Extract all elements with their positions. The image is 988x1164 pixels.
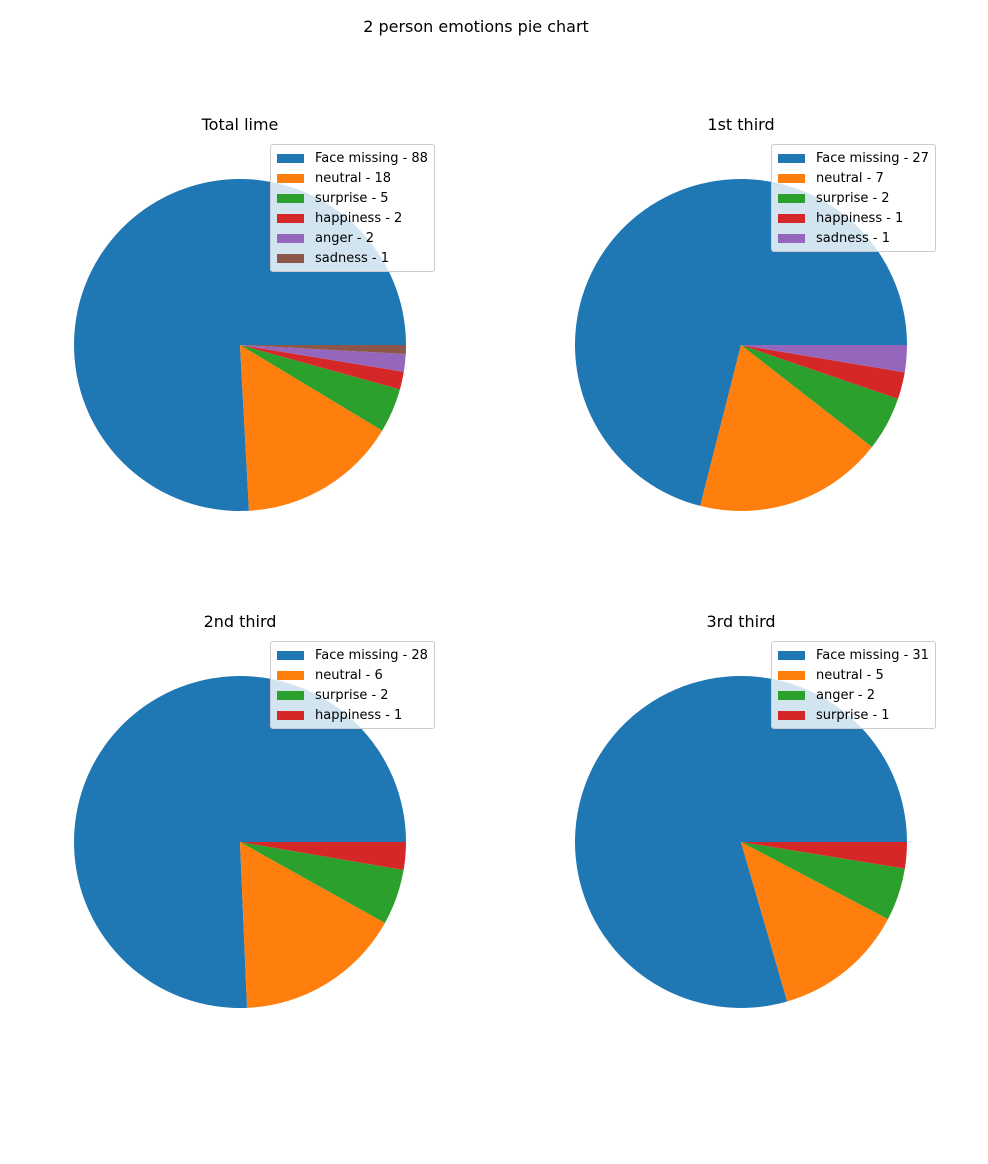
pie-slice-neutral bbox=[240, 345, 383, 511]
legend-item: Face missing - 27 bbox=[778, 148, 929, 168]
legend-swatch bbox=[778, 233, 805, 243]
pie-slice-surprise bbox=[741, 345, 899, 447]
pie-slice-anger bbox=[240, 345, 406, 372]
pie-chart bbox=[574, 676, 907, 1008]
legend-swatch bbox=[778, 710, 805, 720]
legend-swatch bbox=[277, 670, 304, 680]
legend-swatch bbox=[277, 193, 304, 203]
legend-item: sadness - 1 bbox=[778, 228, 929, 248]
legend-swatch bbox=[277, 153, 304, 163]
pie-slice-face-missing bbox=[73, 676, 406, 1008]
pie-slice-sadness bbox=[240, 345, 406, 354]
pie-chart bbox=[575, 178, 907, 511]
legend-label: neutral - 18 bbox=[315, 170, 391, 186]
legend-label: happiness - 1 bbox=[816, 210, 904, 226]
pie-panel-third-third: 3rd third Face missing - 31 neutral - 5 an… bbox=[541, 612, 941, 1032]
pie-slice-surprise bbox=[741, 842, 907, 869]
legend-item: neutral - 6 bbox=[277, 665, 428, 685]
panel-title: Total lime bbox=[201, 115, 279, 134]
pie-slice-face-missing bbox=[575, 178, 907, 506]
panel-title: 3rd third bbox=[706, 612, 776, 631]
legend-item: sadness - 1 bbox=[277, 248, 428, 268]
pie-slice-neutral bbox=[741, 842, 888, 1002]
legend-label: sadness - 1 bbox=[816, 230, 891, 246]
legend-swatch bbox=[778, 153, 805, 163]
legend-label: Face missing - 31 bbox=[816, 647, 929, 663]
legend: Face missing - 27 neutral - 7 surprise - 2… bbox=[771, 144, 936, 252]
pie-slice-happiness bbox=[741, 345, 905, 399]
pie-slice-happiness bbox=[240, 842, 406, 871]
pie-slice-happiness bbox=[240, 345, 404, 390]
legend-item: happiness - 1 bbox=[277, 705, 428, 725]
legend-item: neutral - 7 bbox=[778, 168, 929, 188]
legend-label: neutral - 6 bbox=[315, 667, 383, 683]
legend-swatch bbox=[277, 650, 304, 660]
panel-title: 2nd third bbox=[203, 612, 277, 631]
legend-item: surprise - 5 bbox=[277, 188, 428, 208]
legend-swatch bbox=[778, 670, 805, 680]
pie-panel-second-third: 2nd third Face missing - 28 neutral - 6 su… bbox=[40, 612, 440, 1032]
pie-slice-sadness bbox=[741, 345, 907, 373]
legend-label: Face missing - 27 bbox=[816, 150, 929, 166]
legend-swatch bbox=[277, 710, 304, 720]
panel-title: 1st third bbox=[707, 115, 775, 134]
legend-item: surprise - 2 bbox=[778, 188, 929, 208]
legend-swatch bbox=[277, 690, 304, 700]
legend-label: surprise - 2 bbox=[816, 190, 890, 206]
pie-slice-surprise bbox=[240, 842, 404, 923]
pie-slice-neutral bbox=[700, 345, 872, 511]
legend-label: anger - 2 bbox=[315, 230, 375, 246]
legend: Face missing - 88 neutral - 18 surprise - … bbox=[270, 144, 435, 272]
pie-panel-first-third: 1st third Face missing - 27 neutral - 7 su… bbox=[541, 115, 941, 535]
pie-panel-total: Total lime Face missing - 88 neutral - 18… bbox=[40, 115, 440, 535]
legend-label: Face missing - 28 bbox=[315, 647, 428, 663]
legend-item: Face missing - 88 bbox=[277, 148, 428, 168]
legend-swatch bbox=[778, 690, 805, 700]
legend-item: happiness - 1 bbox=[778, 208, 929, 228]
legend-label: neutral - 5 bbox=[816, 667, 884, 683]
legend-swatch bbox=[277, 213, 304, 223]
legend-label: neutral - 7 bbox=[816, 170, 884, 186]
legend-label: Face missing - 88 bbox=[315, 150, 428, 166]
legend-swatch bbox=[778, 213, 805, 223]
pie-slice-face-missing bbox=[574, 676, 907, 1008]
legend-item: surprise - 2 bbox=[277, 685, 428, 705]
legend-item: Face missing - 31 bbox=[778, 645, 929, 665]
legend-swatch bbox=[778, 650, 805, 660]
legend-label: happiness - 1 bbox=[315, 707, 403, 723]
legend-swatch bbox=[277, 253, 304, 263]
legend-item: happiness - 2 bbox=[277, 208, 428, 228]
legend-label: anger - 2 bbox=[816, 687, 876, 703]
pie-slice-surprise bbox=[240, 345, 400, 431]
legend-label: surprise - 1 bbox=[816, 707, 890, 723]
legend-swatch bbox=[277, 173, 304, 183]
legend-label: surprise - 2 bbox=[315, 687, 389, 703]
legend-label: happiness - 2 bbox=[315, 210, 403, 226]
legend: Face missing - 28 neutral - 6 surprise - 2… bbox=[270, 641, 435, 729]
legend-item: neutral - 5 bbox=[778, 665, 929, 685]
legend-swatch bbox=[778, 173, 805, 183]
pie-slice-neutral bbox=[240, 842, 385, 1008]
legend-item: surprise - 1 bbox=[778, 705, 929, 725]
legend-label: sadness - 1 bbox=[315, 250, 390, 266]
legend-item: Face missing - 28 bbox=[277, 645, 428, 665]
legend: Face missing - 31 neutral - 5 anger - 2 sur… bbox=[771, 641, 936, 729]
pie-slice-anger bbox=[741, 842, 905, 920]
legend-swatch bbox=[778, 193, 805, 203]
legend-label: surprise - 5 bbox=[315, 190, 389, 206]
pie-chart bbox=[73, 676, 406, 1008]
figure-title: 2 person emotions pie chart bbox=[363, 17, 589, 36]
legend-item: anger - 2 bbox=[778, 685, 929, 705]
legend-item: anger - 2 bbox=[277, 228, 428, 248]
legend-swatch bbox=[277, 233, 304, 243]
legend-item: neutral - 18 bbox=[277, 168, 428, 188]
